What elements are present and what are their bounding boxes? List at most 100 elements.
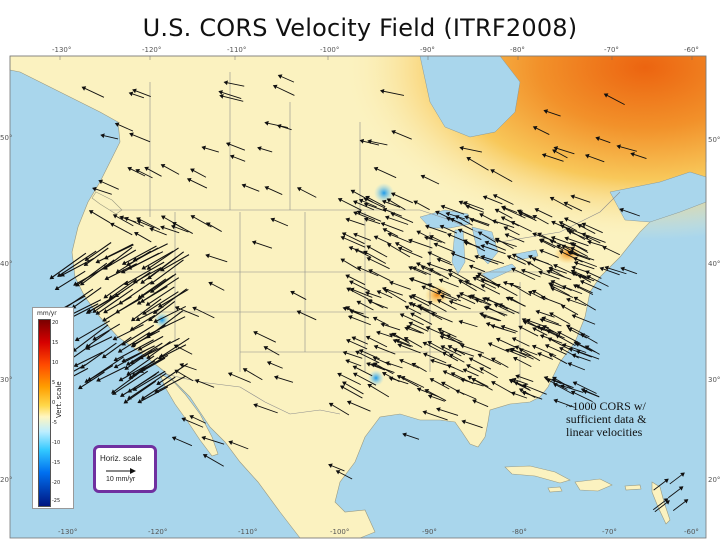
vertical-scale-legend: mm/yr 20 15 10 5 0 -5 -10 -15 -20 -25 Ve… <box>32 307 74 509</box>
velocity-arrowhead <box>570 194 576 200</box>
velocity-arrow <box>337 373 361 386</box>
velocity-arrow <box>374 167 397 179</box>
colorbar-tick-10: -25 <box>52 498 61 504</box>
velocity-arrow <box>391 192 413 204</box>
velocity-arrow <box>146 286 175 306</box>
velocity-arrowhead <box>399 313 405 318</box>
velocity-arrowhead <box>579 280 585 285</box>
velocity-arrow <box>428 301 447 312</box>
velocity-arrow <box>513 357 532 368</box>
velocity-arrowhead <box>427 394 433 399</box>
velocity-arrow <box>532 345 557 357</box>
velocity-arrowhead <box>102 317 107 322</box>
velocity-arrowhead <box>494 238 500 244</box>
velocity-arrow <box>137 386 169 404</box>
velocity-arrowhead <box>373 344 379 350</box>
velocity-arrow <box>466 364 484 374</box>
velocity-arrowhead <box>572 381 578 386</box>
velocity-arrowhead <box>160 164 166 169</box>
velocity-arrow <box>103 249 137 270</box>
velocity-arrowhead <box>511 253 517 258</box>
velocity-arrowhead <box>153 318 159 323</box>
velocity-arrowhead <box>373 166 379 172</box>
velocity-arrow <box>438 328 457 338</box>
velocity-arrowhead <box>95 310 101 315</box>
velocity-arrow <box>127 167 146 177</box>
velocity-arrowhead <box>132 88 137 94</box>
velocity-arrow <box>465 280 486 292</box>
velocity-arrowhead <box>447 268 453 274</box>
velocity-arrowhead <box>242 368 248 373</box>
velocity-arrow <box>147 251 185 280</box>
velocity-arrow <box>559 347 579 359</box>
velocity-arrowhead <box>103 294 109 299</box>
land-jamaica <box>547 486 563 493</box>
velocity-arrowhead <box>346 338 351 344</box>
velocity-arrow <box>400 313 424 326</box>
velocity-arrow <box>116 250 152 274</box>
velocity-arrow <box>342 381 364 395</box>
velocity-arrow <box>538 271 560 280</box>
velocity-arrowhead <box>546 378 551 384</box>
velocity-arrowhead <box>445 211 451 217</box>
velocity-arrow <box>572 354 591 362</box>
velocity-arrow <box>550 240 571 249</box>
velocity-arrowhead <box>190 215 196 220</box>
velocity-arrow <box>483 196 503 205</box>
velocity-arrow <box>252 241 273 249</box>
velocity-arrowhead <box>538 270 543 275</box>
velocity-arrowhead <box>125 361 131 366</box>
velocity-arrowhead <box>101 353 107 359</box>
velocity-arrowhead <box>581 232 587 238</box>
velocity-arrow <box>582 223 603 234</box>
velocity-arrowhead <box>467 375 473 381</box>
velocity-arrow <box>329 403 350 416</box>
velocity-arrowhead <box>422 352 428 358</box>
bottom-tick-5: -90° <box>422 528 437 536</box>
velocity-arrow <box>404 337 423 348</box>
horizontal-scale-legend: Horiz. scale 10 mm/yr <box>93 445 157 493</box>
velocity-arrow <box>381 323 401 331</box>
velocity-arrow <box>122 245 157 265</box>
velocity-arrow <box>86 336 113 350</box>
left-tick-3: 30° <box>0 376 12 384</box>
velocity-arrow <box>460 344 485 354</box>
velocity-arrowhead <box>570 271 576 277</box>
velocity-arrow <box>546 330 565 339</box>
velocity-arrow <box>391 130 412 140</box>
velocity-arrowhead <box>480 278 485 283</box>
velocity-arrowhead <box>397 246 403 252</box>
velocity-arrowhead <box>408 295 414 300</box>
velocity-arrowhead <box>81 86 87 91</box>
velocity-arrow <box>569 251 595 261</box>
velocity-arrowhead <box>439 224 445 230</box>
velocity-arrowhead <box>525 318 531 324</box>
velocity-arrow <box>512 337 530 347</box>
velocity-arrowhead <box>459 145 464 151</box>
velocity-arrow <box>130 314 156 331</box>
velocity-arrow <box>273 85 295 96</box>
velocity-arrowhead <box>380 222 386 227</box>
velocity-arrowhead <box>425 326 431 331</box>
velocity-arrowhead <box>128 374 134 379</box>
velocity-arrow <box>550 197 573 210</box>
velocity-arrow <box>150 259 184 285</box>
velocity-arrow <box>507 255 526 265</box>
velocity-arrow <box>253 404 278 414</box>
velocity-arrow <box>494 303 515 315</box>
velocity-arrowhead <box>563 217 569 222</box>
velocity-arrowhead <box>376 290 382 295</box>
velocity-arrowhead <box>194 378 200 384</box>
velocity-arrow <box>202 436 225 445</box>
velocity-arrow <box>105 263 137 280</box>
velocity-arrow <box>428 283 451 296</box>
velocity-arrow <box>521 269 541 278</box>
velocity-arrowhead <box>549 312 554 317</box>
velocity-arrow <box>382 372 400 383</box>
velocity-arrow <box>565 237 589 247</box>
velocity-arrowhead <box>448 353 454 358</box>
velocity-arrow <box>448 273 472 286</box>
velocity-arrowhead <box>123 399 129 404</box>
velocity-arrow <box>571 391 593 403</box>
velocity-arrow <box>460 147 483 153</box>
